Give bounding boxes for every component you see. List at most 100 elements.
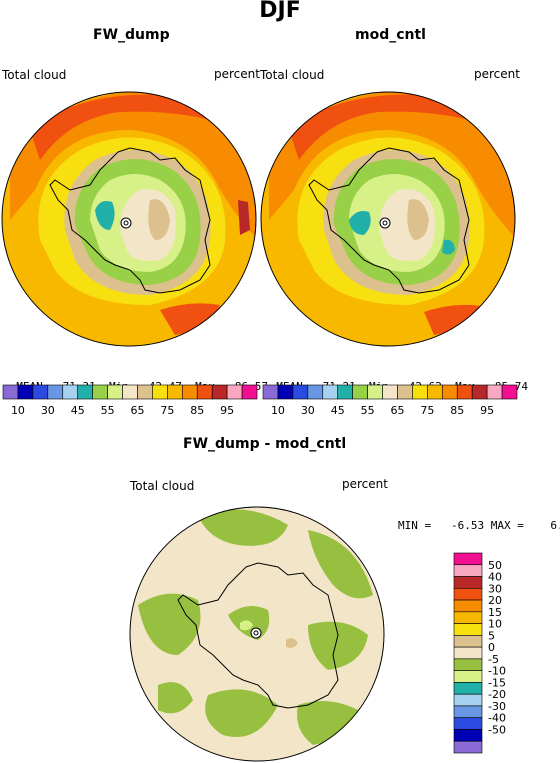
colorbar-swatch [382,384,398,400]
colorbar-tick-label: 30 [301,404,315,417]
colorbar-swatch [77,384,93,400]
panel-units-label: percent [214,67,260,81]
colorbar-tick-label: 55 [101,404,115,417]
colorbar-tick-label: -40 [488,712,506,725]
map-mod-cntl [260,91,516,347]
colorbar-swatch [501,384,518,400]
negative-area [205,689,278,737]
colorbar-swatch [2,384,19,400]
coastline [308,147,470,294]
colorbar-swatch [456,384,473,400]
colorbar-swatch [292,384,309,400]
small-negative [240,620,253,631]
negative-area [138,593,201,655]
colorbar-swatch [107,384,123,400]
colorbar-tick-label: 20 [488,594,502,607]
colorbar-tick-label: -5 [488,653,499,666]
colorbar-swatch [427,384,443,400]
colorbar-tick-label: 45 [71,404,85,417]
colorbar-swatch [453,635,483,648]
colorbar-swatch [453,576,483,589]
teal-area [442,239,455,255]
colorbar-tick-label: 85 [450,404,464,417]
colorbar-tick-label: 75 [420,404,434,417]
colorbar-tick-label: 10 [271,404,285,417]
colorbar-swatch [322,384,339,400]
colorbar-swatch [181,384,198,400]
pole-marker [250,627,262,639]
diff-left-label: Total cloud [130,479,195,493]
negative-area [158,682,193,714]
colorbar-swatch [32,384,49,400]
high-cloud-band [10,92,256,240]
colorbar-swatch [262,384,279,400]
colorbar-swatch [196,384,213,400]
negative-area [198,509,288,546]
red-band [289,94,469,160]
colorbar-swatch [137,384,153,400]
colorbar-swatch [397,384,413,400]
colorbar-tick-label: 30 [41,404,55,417]
colorbar-swatch [211,384,228,400]
map-border [260,91,516,347]
diff-panel-title: FW_dump - mod_cntl [183,436,347,452]
colorbar-fw-dump: 10 30 45 55 65 75 85 95 [2,384,258,417]
colorbar-swatch [453,587,483,601]
colorbar-tick-label: -20 [488,688,506,701]
colorbar-tick-label: 95 [220,404,234,417]
teal-area [95,201,115,230]
colorbar-swatch [453,623,483,636]
colorbar-mod-cntl: 10 30 45 55 65 75 85 95 [262,384,518,417]
colorbar-tick-label: -15 [488,676,506,689]
colorbar-swatch [47,384,64,400]
pole-marker [120,217,132,229]
high-cloud-band [269,92,515,240]
coastline [177,562,339,709]
colorbar-tick-label: 10 [11,404,25,417]
colorbar-swatch [471,384,488,400]
colorbar-tick-label: 45 [331,404,345,417]
colorbar-swatch [367,384,383,400]
colorbar-tick-label: -50 [488,723,506,736]
colorbar-swatch [453,729,483,742]
colorbar-tick-label: 75 [160,404,174,417]
colorbar-tick-label: 15 [488,606,502,619]
colorbar-swatch [453,670,483,683]
diff-minmax: MIN = -6.53 MAX = 6.20 [398,519,560,532]
colorbar-swatch [307,384,324,400]
colorbar-swatch [453,611,483,624]
colorbar-swatch [453,646,483,660]
colorbar-swatch [241,384,258,400]
panel-units-label: percent [474,67,520,81]
positive-patch [286,638,298,648]
map-fw-dump [1,91,257,347]
colorbar-tick-label: 40 [488,571,502,584]
colorbar-tick-label: 65 [130,404,144,417]
panel-left-label: Total cloud [260,68,325,82]
colorbar-swatch [453,564,483,577]
colorbar-swatch [62,384,79,400]
colorbar-tick-label: -10 [488,665,506,678]
colorbar-tick-label: 30 [488,582,502,595]
colorbar-swatch [17,384,34,400]
colorbar-swatch [453,658,483,671]
colorbar-swatch [92,384,108,400]
panel-title-fw-dump: FW_dump [93,27,170,43]
colorbar-swatch [412,384,428,400]
map-border [1,91,257,347]
teal-area [349,211,371,235]
colorbar-swatch [337,384,353,400]
red-patch [238,200,250,235]
colorbar-tick-label: 50 [488,559,502,572]
diff-units-label: percent [342,477,388,491]
colorbar-swatch [441,384,458,400]
colorbar-tick-label: 65 [390,404,404,417]
colorbar-tick-label: 85 [190,404,204,417]
colorbar-swatch [486,384,503,400]
red-patch [424,304,481,335]
colorbar-swatch [226,384,243,400]
red-band [30,94,210,160]
colorbar-swatch [453,693,483,707]
colorbar-swatch [453,682,483,695]
